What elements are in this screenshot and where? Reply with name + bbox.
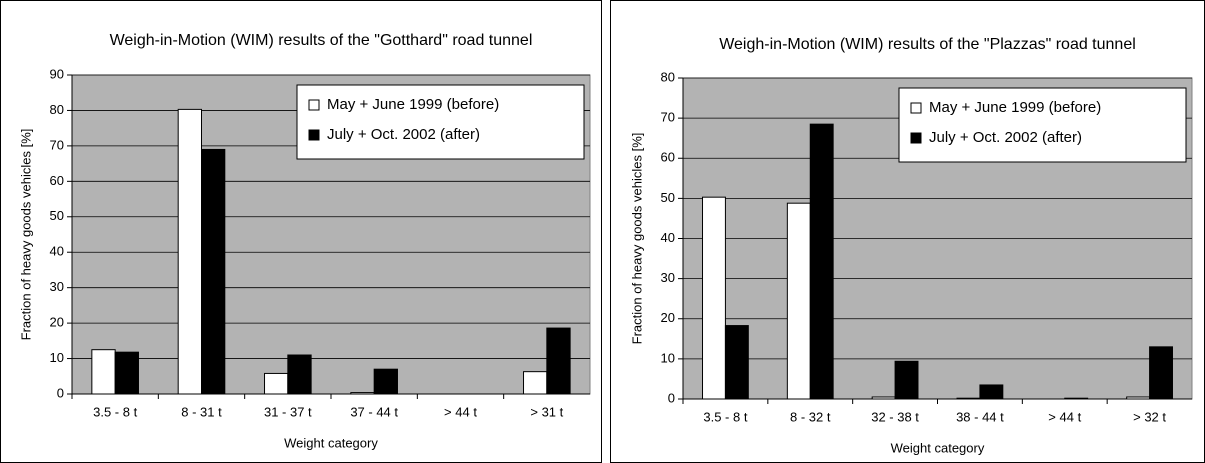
bar [546,327,571,395]
x-tick-label: 3.5 - 8 t [703,409,747,424]
legend-marker [910,132,922,144]
legend-marker [910,102,922,114]
x-tick-label: 8 - 32 t [790,409,831,424]
y-tick-label: 20 [661,310,675,325]
legend-box [898,87,1187,163]
bar [809,123,834,400]
y-tick-label: 50 [661,190,675,205]
y-tick-label: 50 [50,208,64,223]
legend-marker [308,129,320,141]
y-tick-label: 70 [661,110,675,125]
bar [91,349,116,395]
bar [264,372,289,395]
y-tick-label: 0 [57,385,64,400]
bar [1126,396,1151,400]
x-tick-label: > 44 t [1048,409,1081,424]
chart-title: Weigh-in-Motion (WIM) results of the "Go… [110,32,533,49]
bar [287,354,312,395]
bar [894,360,919,400]
bar [1064,397,1089,400]
bar [702,196,726,400]
x-tick-label: 38 - 44 t [956,409,1004,424]
bar [373,368,398,395]
y-tick-label: 40 [50,244,64,259]
x-tick-label: 32 - 38 t [871,409,919,424]
legend-label: July + Oct. 2002 (after) [929,129,1082,146]
y-tick-label: 80 [50,102,64,117]
x-tick-label: 37 - 44 t [350,404,398,419]
y-tick-label: 80 [661,69,675,84]
bar [786,202,811,400]
y-tick-label: 10 [661,350,675,365]
x-axis-label: Weight category [891,440,985,455]
bar [956,397,981,400]
y-axis-label: Fraction of heavy goods vehicles [%] [18,129,33,341]
legend-label: May + June 1999 (before) [929,99,1101,116]
bar [201,148,226,395]
bar [871,396,896,400]
legend-marker [308,99,320,111]
x-tick-label: 8 - 31 t [181,404,222,419]
x-axis-label: Weight category [284,435,378,450]
legend-label: May + June 1999 (before) [327,96,499,113]
y-tick-label: 90 [50,66,64,81]
x-tick-label: 3.5 - 8 t [93,404,137,419]
legend-label: July + Oct. 2002 (after) [327,126,480,143]
chart-title: Weigh-in-Motion (WIM) results of the "Pl… [719,36,1136,53]
bar [177,108,203,395]
y-tick-label: 0 [668,390,675,405]
x-tick-label: > 44 t [444,404,477,419]
y-tick-label: 70 [50,137,64,152]
x-tick-label: > 32 t [1133,409,1166,424]
y-tick-label: 30 [661,270,675,285]
y-tick-label: 60 [50,173,64,188]
y-tick-label: 40 [661,230,675,245]
y-tick-label: 60 [661,150,675,165]
y-tick-label: 30 [50,279,64,294]
bar [114,351,139,395]
y-axis-label: Fraction of heavy goods vehicles [%] [629,133,644,345]
x-tick-label: 31 - 37 t [264,404,312,419]
x-tick-label: > 31 t [530,404,563,419]
bar [979,384,1004,400]
legend-box [296,84,585,160]
y-tick-label: 10 [50,350,64,365]
bar [724,325,749,400]
bar [523,371,548,395]
bar [350,392,375,395]
y-tick-label: 20 [50,315,64,330]
bar [1149,346,1173,400]
